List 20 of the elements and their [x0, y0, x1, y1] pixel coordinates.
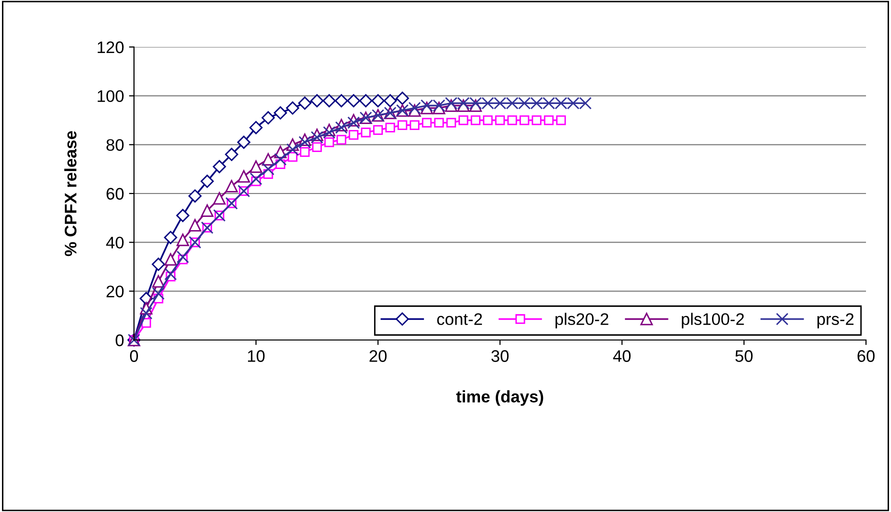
x-tick-label: 10	[248, 350, 265, 362]
y-tick-label: 120	[98, 41, 124, 54]
legend-label: prs-2	[817, 313, 854, 328]
x-tick-label: 0	[130, 350, 138, 362]
legend-label: pls100-2	[682, 312, 744, 328]
x-tick-label: 40	[613, 350, 631, 362]
y-tick-label: 40	[106, 236, 124, 249]
legend-label: cont-2	[437, 313, 482, 326]
x-tick-label: 20	[370, 350, 387, 362]
y-tick-label: 60	[106, 188, 124, 200]
y-tick-label: 100	[98, 90, 124, 102]
x-axis-title: time (days)	[456, 390, 544, 406]
y-tick-label: 80	[106, 139, 124, 151]
x-tick-label: 30	[491, 350, 509, 362]
x-tick-label: 50	[735, 350, 753, 362]
y-axis-title: % CPFX release	[64, 131, 77, 256]
y-tick-label: 0	[116, 334, 124, 346]
legend-label: pls20-2	[556, 312, 608, 328]
x-tick-label: 60	[858, 350, 875, 362]
y-tick-label: 20	[106, 286, 124, 298]
